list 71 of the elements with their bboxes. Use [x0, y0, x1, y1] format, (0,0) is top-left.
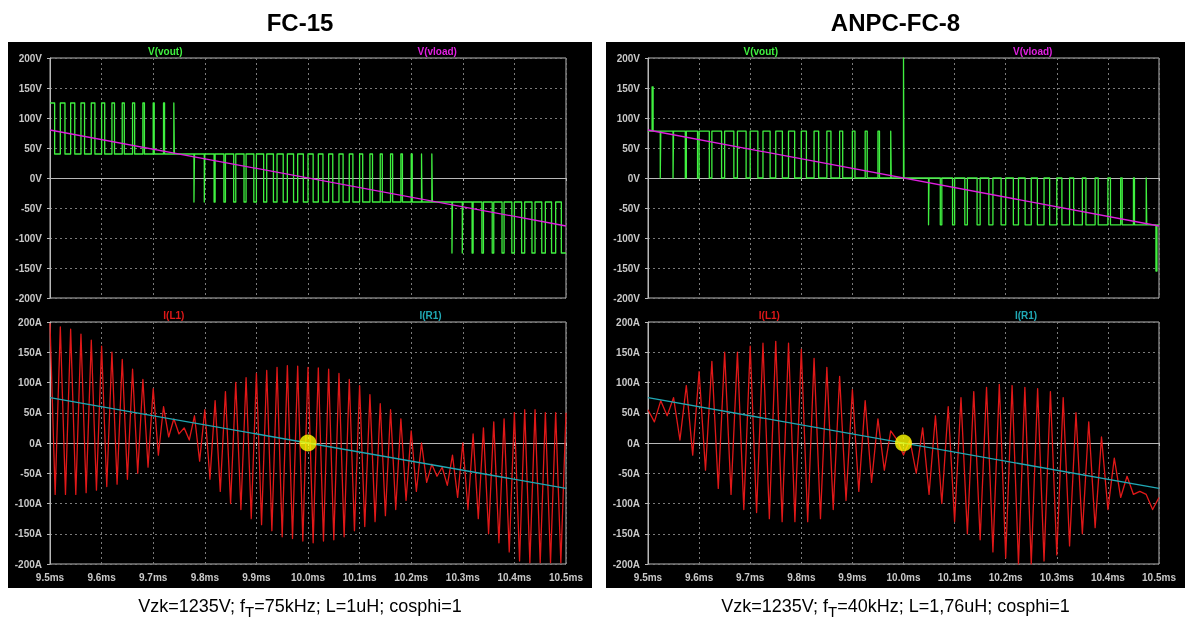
y-tick-label: -100V [15, 232, 43, 244]
y-tick-label: -200V [15, 292, 43, 304]
y-tick-label: 150V [18, 82, 43, 94]
y-tick-label: 0A [627, 437, 640, 449]
y-tick-label: -150A [612, 528, 640, 540]
x-tick-label: 10.1ms [937, 571, 972, 583]
y-tick-label: 200V [616, 52, 641, 64]
x-tick-label: 9.8ms [787, 571, 816, 583]
text: Vzk=1235V; f$_{T}$=75kHz; L=1uH; cosphi=1 [138, 596, 462, 620]
y-tick-label: 200A [18, 316, 42, 328]
y-tick-label: 100A [18, 377, 42, 388]
y-tick-label: -50V [20, 202, 43, 214]
y-tick-label: -200A [612, 558, 640, 570]
text: I(R1) [419, 309, 442, 321]
text: V(vout) [148, 45, 183, 57]
y-tick-label: 200V [18, 52, 43, 64]
x-tick-label: 10.1ms [342, 571, 377, 583]
x-tick-label: 9.5ms [633, 571, 663, 583]
y-tick-label: 150A [616, 346, 640, 358]
x-tick-label: 10.3ms [1039, 571, 1075, 583]
y-tick-label: -150V [613, 262, 641, 274]
chart-title: ANPC-FC-8 [830, 9, 961, 36]
y-tick-label: 150A [18, 346, 42, 358]
text: V(vout) [743, 45, 779, 57]
y-tick-label: -200V [613, 292, 641, 304]
x-tick-label: 9.7ms [139, 571, 168, 583]
x-tick-label: 10.5ms [549, 571, 584, 583]
x-tick-label: 9.5ms [35, 571, 65, 583]
x-tick-label: 9.6ms [87, 571, 117, 583]
y-tick-label: 0V [627, 172, 641, 184]
x-tick-label: 9.9ms [838, 571, 868, 583]
text: I(L1) [758, 309, 780, 321]
x-tick-label: 9.6ms [684, 571, 714, 583]
y-tick-label: -100A [14, 498, 42, 509]
x-tick-label: 9.7ms [736, 571, 765, 583]
text: I(L1) [163, 309, 185, 321]
line-series [49, 322, 567, 564]
y-tick-label: -150A [14, 528, 42, 540]
y-tick-label: 50V [622, 142, 641, 154]
y-tick-label: 200A [616, 316, 640, 328]
text: I(R1) [1014, 309, 1038, 321]
y-tick-label: -200A [14, 558, 42, 570]
text: V(vload) [1013, 45, 1053, 57]
chart-title: FC-15 [266, 9, 334, 36]
x-tick-label: 10.4ms [497, 571, 532, 583]
x-tick-label: 10.0ms [291, 571, 326, 583]
x-tick-label: 10.4ms [1090, 571, 1126, 583]
x-tick-label: 10.2ms [394, 571, 429, 583]
y-tick-label: 100V [18, 112, 43, 124]
y-tick-label: 50A [23, 407, 42, 419]
y-tick-label: 50A [621, 407, 640, 419]
y-tick-label: -100A [612, 498, 640, 509]
y-tick-label: 0A [29, 437, 42, 449]
y-tick-label: 50V [24, 142, 43, 154]
x-tick-label: 10.2ms [988, 571, 1024, 583]
y-tick-label: 150V [616, 82, 641, 94]
y-tick-label: 100A [616, 377, 640, 388]
x-tick-label: 10.3ms [445, 571, 481, 583]
x-tick-label: 9.8ms [190, 571, 220, 583]
x-tick-label: 10.0ms [886, 571, 921, 583]
text: V(vload) [417, 45, 457, 57]
y-tick-label: -150V [15, 262, 43, 274]
y-tick-label: -50V [618, 202, 641, 214]
y-tick-label: -50A [20, 467, 42, 479]
y-tick-label: 0V [29, 172, 43, 184]
y-tick-label: 100V [616, 112, 641, 124]
text: Vzk=1235V; f$_{T}$=40kHz; L=1,76uH; cosphi=1 [721, 596, 1070, 620]
y-tick-label: -100V [613, 232, 641, 244]
x-tick-label: 10.5ms [1142, 571, 1177, 583]
x-tick-label: 9.9ms [242, 571, 272, 583]
y-tick-label: -50A [618, 467, 640, 479]
